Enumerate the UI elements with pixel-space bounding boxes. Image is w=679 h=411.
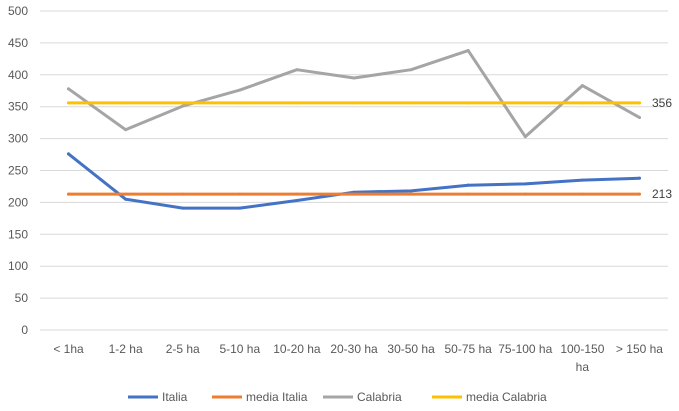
x-tick-label: 5-10 ha bbox=[219, 342, 260, 356]
data-point bbox=[181, 206, 185, 210]
legend-label: media Italia bbox=[246, 390, 308, 404]
data-point bbox=[295, 192, 299, 196]
data-point bbox=[637, 176, 641, 180]
y-tick-label: 100 bbox=[8, 259, 28, 273]
y-tick-label: 150 bbox=[8, 227, 28, 241]
data-point bbox=[523, 192, 527, 196]
data-point bbox=[637, 192, 641, 196]
y-tick-label: 400 bbox=[8, 68, 28, 82]
data-point bbox=[352, 101, 356, 105]
data-point bbox=[409, 192, 413, 196]
data-point bbox=[352, 76, 356, 80]
annotations: 356 213 bbox=[652, 96, 672, 201]
data-point bbox=[466, 192, 470, 196]
y-tick-label: 50 bbox=[15, 291, 29, 305]
data-point bbox=[124, 197, 128, 201]
y-axis-ticks: 0 50 100 150 200 250 300 350 400 450 500 bbox=[8, 4, 28, 337]
data-point bbox=[238, 101, 242, 105]
data-point bbox=[580, 178, 584, 182]
data-point bbox=[295, 198, 299, 202]
x-axis-ticks: < 1ha 1-2 ha 2-5 ha 5-10 ha 10-20 ha 20-30 ha… bbox=[53, 342, 663, 374]
data-point bbox=[580, 101, 584, 105]
y-tick-label: 300 bbox=[8, 132, 28, 146]
data-point bbox=[580, 192, 584, 196]
data-point bbox=[637, 101, 641, 105]
data-point bbox=[466, 101, 470, 105]
data-point bbox=[124, 192, 128, 196]
data-point bbox=[67, 87, 71, 91]
series-lines bbox=[67, 49, 641, 210]
y-tick-label: 450 bbox=[8, 36, 28, 50]
legend-label: media Calabria bbox=[466, 390, 547, 404]
x-tick-label: 100-150 ha bbox=[560, 342, 604, 374]
data-point bbox=[523, 101, 527, 105]
x-tick-label: 30-50 ha bbox=[387, 342, 435, 356]
data-point bbox=[181, 192, 185, 196]
legend: Italia media Italia Calabria media Calabria bbox=[128, 390, 547, 404]
y-tick-label: 200 bbox=[8, 195, 28, 209]
data-point bbox=[409, 68, 413, 72]
data-point bbox=[238, 206, 242, 210]
x-tick-label: 75-100 ha bbox=[498, 342, 552, 356]
x-tick-label: > 150 ha bbox=[616, 342, 663, 356]
x-tick-label: < 1ha bbox=[53, 342, 84, 356]
data-point bbox=[67, 192, 71, 196]
data-point bbox=[637, 116, 641, 120]
legend-label: Calabria bbox=[357, 390, 402, 404]
data-point bbox=[295, 68, 299, 72]
data-point bbox=[466, 49, 470, 53]
data-point bbox=[67, 152, 71, 156]
data-point bbox=[67, 101, 71, 105]
y-tick-label: 500 bbox=[8, 4, 28, 18]
data-point bbox=[523, 182, 527, 186]
y-tick-label: 350 bbox=[8, 100, 28, 114]
data-point bbox=[181, 101, 185, 105]
x-tick-label: 50-75 ha bbox=[444, 342, 492, 356]
gridlines bbox=[40, 10, 668, 331]
data-point bbox=[238, 88, 242, 92]
data-point bbox=[295, 101, 299, 105]
data-point bbox=[124, 101, 128, 105]
series-line-italia bbox=[67, 152, 641, 210]
data-label: 356 bbox=[652, 96, 672, 110]
data-point bbox=[238, 192, 242, 196]
legend-label: Italia bbox=[162, 390, 188, 404]
data-point bbox=[580, 84, 584, 88]
x-tick-label: 10-20 ha bbox=[273, 342, 321, 356]
data-point bbox=[409, 189, 413, 193]
series-line-calabria bbox=[67, 49, 641, 139]
data-point bbox=[352, 192, 356, 196]
data-point bbox=[124, 128, 128, 132]
x-tick-label: 20-30 ha bbox=[330, 342, 378, 356]
data-point bbox=[523, 135, 527, 139]
data-label: 213 bbox=[652, 187, 672, 201]
x-tick-label: 2-5 ha bbox=[166, 342, 200, 356]
y-tick-label: 0 bbox=[21, 323, 28, 337]
data-point bbox=[409, 101, 413, 105]
x-tick-label: 1-2 ha bbox=[109, 342, 143, 356]
data-point bbox=[181, 104, 185, 108]
data-point bbox=[466, 183, 470, 187]
y-tick-label: 250 bbox=[8, 164, 28, 178]
